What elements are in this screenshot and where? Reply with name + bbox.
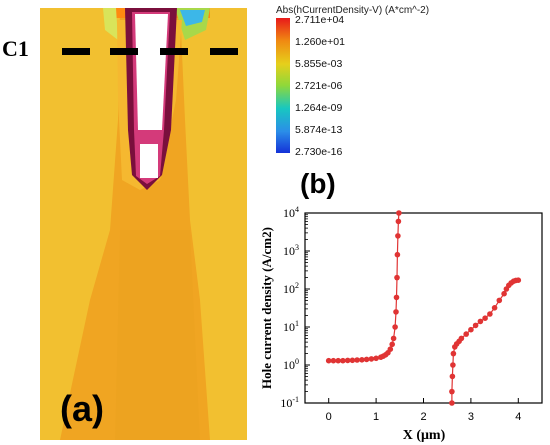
data-point — [394, 274, 400, 281]
series-line-1 — [328, 212, 400, 362]
x-tick-label: 2 — [420, 411, 426, 423]
data-point — [395, 218, 402, 225]
data-point — [472, 322, 479, 329]
data-point — [395, 233, 401, 239]
data-point — [450, 350, 457, 357]
y-tick-label: 100 — [283, 357, 299, 372]
data-point — [390, 335, 397, 342]
x-tick-label: 3 — [468, 411, 474, 423]
data-point — [496, 297, 503, 304]
x-tick-label: 1 — [373, 411, 379, 423]
data-point — [491, 305, 498, 311]
data-point — [349, 357, 356, 364]
data-point — [463, 331, 470, 337]
legend-title: Abs(hCurrentDensity-V) (A*cm^-2) — [276, 5, 430, 16]
y-tick-label: 103 — [283, 243, 299, 258]
device-cross-section — [40, 8, 247, 440]
x-tick-label: 4 — [515, 411, 521, 423]
y-tick-label: 104 — [283, 205, 299, 220]
panel-label-a: (a) — [60, 388, 104, 429]
data-point — [468, 326, 474, 333]
legend-value: 1.260e+01 — [295, 36, 345, 48]
x-tick-label: 0 — [326, 411, 332, 423]
data-point — [354, 357, 360, 363]
data-point — [363, 356, 370, 363]
legend-value: 2.730e-16 — [295, 146, 343, 158]
data-point — [387, 346, 394, 353]
plot-frame — [304, 212, 543, 404]
data-point — [392, 324, 398, 330]
data-point — [344, 357, 351, 364]
legend-value: 1.264e-09 — [295, 102, 343, 114]
y-axis-label: Hole current density (A/cm2) — [259, 227, 274, 389]
data-point — [501, 290, 507, 297]
panel-label-b: (b) — [300, 168, 336, 199]
data-point — [394, 251, 401, 258]
data-point — [477, 318, 484, 325]
legend-value: 5.874e-13 — [295, 124, 343, 136]
legend-value: 2.711e+04 — [295, 14, 345, 26]
color-scale-bar — [276, 18, 290, 153]
data-point — [393, 309, 399, 315]
data-point — [368, 356, 375, 362]
data-point — [359, 357, 365, 363]
legend-value: 2.721e-06 — [295, 80, 343, 92]
data-point — [458, 335, 465, 342]
x-axis-label: X (μm) — [403, 428, 446, 443]
data-point — [482, 315, 488, 322]
data-point — [335, 357, 342, 364]
data-point — [393, 294, 400, 301]
cutline-label: C1 — [2, 36, 29, 61]
y-tick-label: 101 — [283, 319, 299, 334]
data-point — [330, 357, 337, 364]
y-tick-label: 102 — [283, 281, 299, 296]
y-tick-label: 10-1 — [280, 395, 299, 410]
data-point — [449, 373, 456, 380]
data-point — [373, 355, 379, 362]
legend-value: 5.855e-03 — [295, 58, 343, 70]
data-point — [487, 311, 493, 317]
data-point — [389, 341, 396, 348]
data-point — [450, 362, 456, 368]
data-point — [325, 357, 332, 364]
data-point — [515, 277, 522, 284]
data-point — [340, 357, 346, 364]
data-point — [449, 388, 455, 395]
data-point — [396, 210, 402, 216]
data-point — [449, 400, 455, 406]
c1-cutline — [62, 48, 238, 55]
